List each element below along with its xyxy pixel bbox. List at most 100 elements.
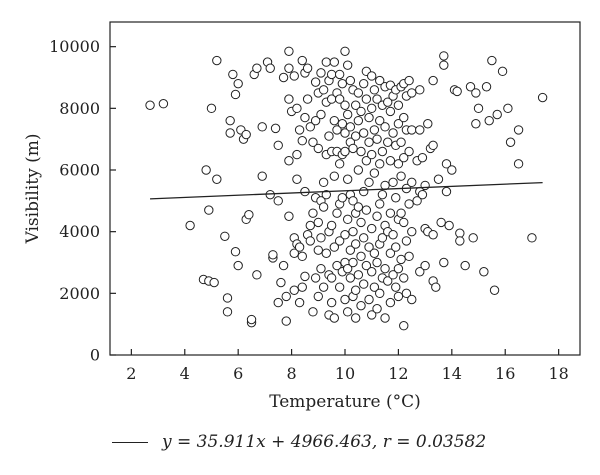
data-point (372, 94, 382, 104)
data-point (431, 282, 441, 292)
x-tick-label: 10 (335, 364, 355, 383)
data-point (407, 294, 417, 305)
data-point (417, 189, 428, 200)
data-point (289, 285, 299, 295)
data-point (412, 196, 422, 206)
data-point (401, 288, 412, 299)
data-point (361, 156, 372, 166)
data-point (276, 277, 286, 288)
data-point (399, 152, 409, 163)
data-point (329, 171, 340, 181)
data-point (356, 300, 366, 311)
data-point (380, 122, 390, 132)
plot-frame (109, 21, 581, 356)
data-point (294, 297, 305, 308)
data-point (313, 245, 323, 255)
data-point (439, 60, 449, 70)
data-point (300, 186, 310, 197)
data-point (364, 242, 374, 252)
data-point (401, 236, 412, 246)
data-point (383, 137, 393, 147)
data-point (388, 270, 398, 280)
data-point (404, 199, 414, 209)
y-tick-label: 0 (90, 346, 100, 365)
x-tick-label: 12 (388, 364, 408, 383)
legend-line-swatch (112, 441, 148, 443)
data-point (353, 165, 364, 175)
data-point (270, 123, 281, 134)
data-point (350, 285, 361, 295)
data-point (358, 233, 369, 243)
data-point (439, 51, 449, 61)
data-point (503, 103, 513, 114)
data-point (481, 82, 492, 92)
y-axis-label: Visibility (m) (23, 134, 43, 245)
data-point (332, 260, 342, 271)
data-point (313, 291, 323, 302)
data-point (385, 156, 396, 166)
data-point (329, 115, 340, 126)
data-point (471, 88, 481, 98)
data-point (377, 233, 388, 243)
data-point (361, 94, 372, 104)
data-point (222, 307, 233, 317)
data-point (292, 174, 302, 184)
data-point (145, 100, 155, 110)
data-point (404, 251, 414, 262)
legend: y = 35.911x + 4966.463, r = 0.03582 (112, 430, 486, 454)
data-point (404, 146, 414, 157)
data-point (220, 231, 230, 241)
data-point (527, 233, 537, 243)
data-point (356, 251, 366, 262)
data-point (375, 115, 385, 126)
regression-line (150, 181, 543, 200)
data-point (342, 174, 353, 184)
data-point (393, 291, 404, 302)
data-point (225, 115, 235, 126)
data-point (367, 71, 377, 81)
data-point (300, 271, 310, 282)
data-point (348, 226, 358, 237)
data-point (367, 267, 377, 277)
data-point (337, 119, 348, 129)
x-axis-label: Temperature (°C) (269, 392, 421, 412)
data-point (484, 115, 494, 126)
data-point (326, 69, 337, 80)
data-point (473, 103, 484, 114)
data-point (393, 159, 404, 169)
data-point (284, 156, 294, 166)
data-point (492, 109, 502, 120)
data-point (289, 248, 299, 258)
data-point (326, 297, 337, 308)
data-point (420, 180, 430, 191)
data-point (316, 68, 326, 78)
data-point (367, 223, 377, 234)
data-point (185, 220, 195, 231)
data-point (252, 63, 262, 73)
data-point (433, 174, 444, 184)
data-point (297, 251, 307, 262)
data-point (204, 205, 214, 215)
data-point (316, 109, 326, 120)
data-point (297, 55, 307, 66)
data-point (380, 180, 390, 191)
data-point (415, 125, 425, 135)
data-point (388, 128, 398, 138)
data-point (316, 233, 326, 243)
data-point (334, 94, 345, 104)
data-point (326, 220, 337, 231)
data-point (268, 250, 278, 260)
data-point (308, 307, 318, 317)
data-point (252, 270, 262, 280)
data-point (393, 263, 404, 274)
data-point (505, 137, 516, 147)
data-point (380, 263, 390, 274)
data-point (369, 168, 380, 178)
data-point (348, 143, 358, 154)
axes (109, 21, 581, 356)
data-point (342, 263, 353, 274)
data-point (342, 307, 353, 317)
data-point (206, 103, 217, 114)
data-point (468, 233, 478, 243)
data-point (415, 85, 425, 95)
